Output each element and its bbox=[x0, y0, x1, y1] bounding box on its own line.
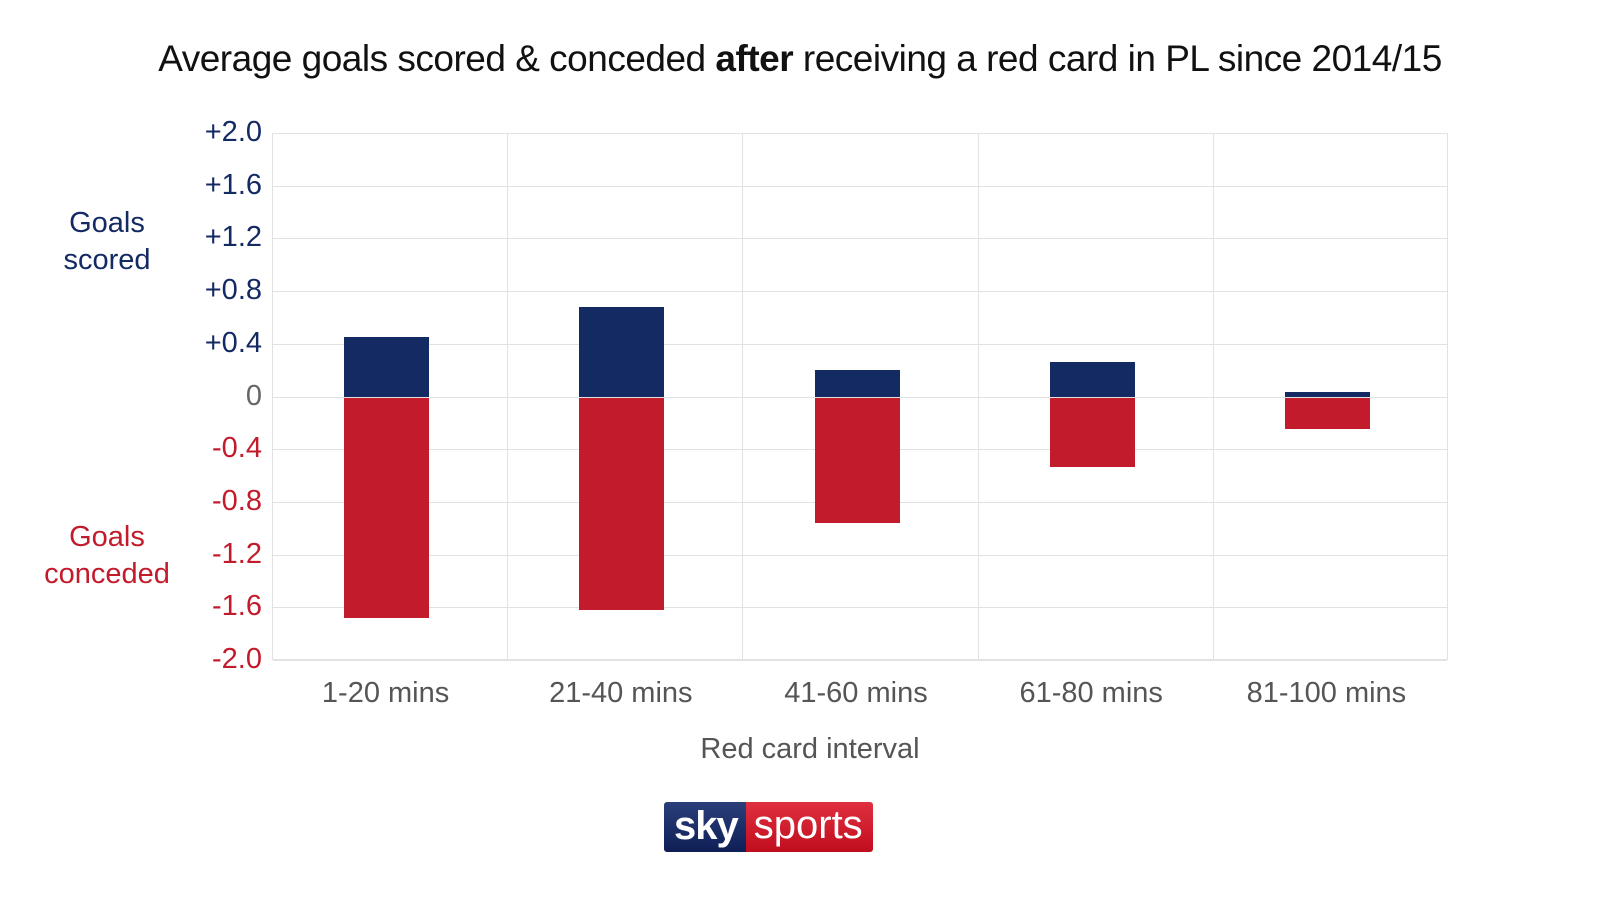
gridline-horizontal bbox=[273, 343, 1447, 345]
goals-conceded-label-line1: Goals bbox=[69, 521, 145, 553]
gridline-horizontal bbox=[273, 291, 1447, 293]
bar-goals-scored bbox=[814, 369, 900, 398]
goals-scored-label: Goals scored bbox=[22, 205, 192, 279]
sky-sports-logo: sky sports bbox=[664, 802, 873, 852]
goals-conceded-label-line2: conceded bbox=[44, 558, 170, 590]
y-tick-label: -1.2 bbox=[212, 537, 262, 570]
y-tick-label: +1.2 bbox=[204, 221, 262, 254]
x-tick-label: 41-60 mins bbox=[784, 677, 928, 709]
x-tick-label: 21-40 mins bbox=[549, 677, 693, 709]
title-prefix: Average goals scored & conceded bbox=[158, 38, 716, 79]
y-tick-label: +0.4 bbox=[204, 326, 262, 359]
bar-goals-conceded bbox=[814, 397, 900, 523]
y-tick-label: 0 bbox=[245, 379, 262, 412]
gridline-vertical bbox=[977, 134, 979, 659]
bar-goals-conceded bbox=[1284, 397, 1370, 430]
y-tick-label: +0.8 bbox=[204, 274, 262, 307]
x-axis-label: Red card interval bbox=[700, 733, 920, 765]
y-tick-label: -2.0 bbox=[212, 643, 262, 675]
bar-goals-scored bbox=[579, 306, 665, 398]
gridline-vertical bbox=[1212, 134, 1214, 659]
bar-goals-conceded bbox=[1049, 397, 1135, 468]
gridline-vertical bbox=[742, 134, 744, 659]
gridline-horizontal bbox=[273, 238, 1447, 240]
y-tick-label: +1.6 bbox=[204, 168, 262, 201]
y-tick-label: -0.8 bbox=[212, 484, 262, 517]
bar-goals-scored bbox=[1049, 361, 1135, 398]
logo-sky: sky bbox=[664, 802, 746, 852]
gridline-horizontal bbox=[273, 660, 1447, 661]
goals-conceded-label: Goals conceded bbox=[22, 519, 192, 593]
title-bold: after bbox=[715, 38, 794, 79]
plot-area bbox=[272, 133, 1448, 661]
y-tick-label: -1.6 bbox=[212, 590, 262, 623]
x-tick-label: 61-80 mins bbox=[1019, 677, 1163, 709]
goals-scored-label-line2: scored bbox=[63, 244, 151, 276]
bar-goals-scored bbox=[344, 336, 430, 398]
gridline-horizontal bbox=[273, 185, 1447, 187]
gridline-horizontal bbox=[273, 607, 1447, 609]
gridline-vertical bbox=[507, 134, 509, 659]
bar-goals-conceded bbox=[344, 397, 430, 618]
y-tick-label: +2.0 bbox=[204, 116, 262, 148]
y-tick-label: -0.4 bbox=[212, 432, 262, 465]
title-suffix: receiving a red card in PL since 2014/15 bbox=[793, 38, 1442, 79]
gridline-horizontal bbox=[273, 133, 1447, 134]
chart-title: Average goals scored & conceded after re… bbox=[0, 38, 1600, 80]
x-tick-label: 1-20 mins bbox=[321, 677, 450, 709]
logo-sports: sports bbox=[745, 802, 873, 852]
bar-goals-scored bbox=[1284, 392, 1370, 398]
x-tick-label: 81-100 mins bbox=[1246, 677, 1407, 709]
gridline-horizontal bbox=[273, 554, 1447, 556]
goals-scored-label-line1: Goals bbox=[69, 207, 145, 239]
bar-goals-conceded bbox=[579, 397, 665, 610]
